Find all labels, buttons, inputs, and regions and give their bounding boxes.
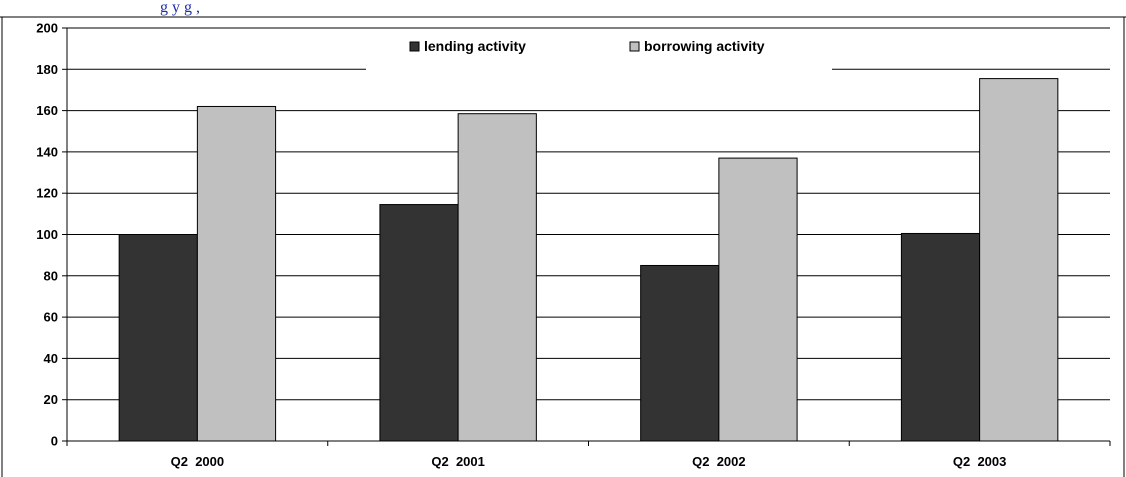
bars xyxy=(118,78,1059,442)
legend-label: borrowing activity xyxy=(644,38,765,54)
legend: lending activity borrowing activity xyxy=(366,32,832,72)
y-tick-labels: 0 20 40 60 80 100 120 140 160 180 200 xyxy=(36,21,58,449)
y-tick-label: 60 xyxy=(44,310,58,325)
bar-borrowing-3 xyxy=(979,78,1059,442)
y-tick-label: 40 xyxy=(44,351,58,366)
x-tick-label: Q2 2002 xyxy=(692,454,746,469)
legend-swatch xyxy=(409,41,420,52)
legend-swatch xyxy=(629,41,640,52)
y-tick-label: 120 xyxy=(36,186,58,201)
y-tick-label: 100 xyxy=(36,227,58,242)
y-tick-label: 180 xyxy=(36,62,58,77)
header-text-fragment: g y g , xyxy=(160,0,200,16)
x-tick-label: Q2 2001 xyxy=(431,454,485,469)
y-tick-label: 20 xyxy=(44,392,58,407)
bar-lending-2 xyxy=(640,264,720,442)
y-tick-label: 80 xyxy=(44,268,58,283)
y-tick-label: 140 xyxy=(36,144,58,159)
y-tick-label: 160 xyxy=(36,103,58,118)
bar-lending-3 xyxy=(900,232,981,442)
x-tick-label: Q2 2003 xyxy=(953,454,1007,469)
axes xyxy=(62,27,1111,446)
x-tick-label: Q2 2000 xyxy=(171,454,225,469)
x-tick-labels: Q2 2000 Q2 2001 Q2 2002 Q2 2003 xyxy=(171,454,1007,469)
legend-background xyxy=(366,32,832,72)
y-tick-label: 200 xyxy=(36,21,58,36)
bar-borrowing-0 xyxy=(196,105,277,442)
bar-lending-1 xyxy=(379,204,459,442)
legend-label: lending activity xyxy=(424,38,526,54)
bar-borrowing-2 xyxy=(718,157,798,442)
y-tick-label: 0 xyxy=(51,434,58,449)
bar-borrowing-1 xyxy=(457,113,537,442)
bar-lending-0 xyxy=(118,234,198,442)
